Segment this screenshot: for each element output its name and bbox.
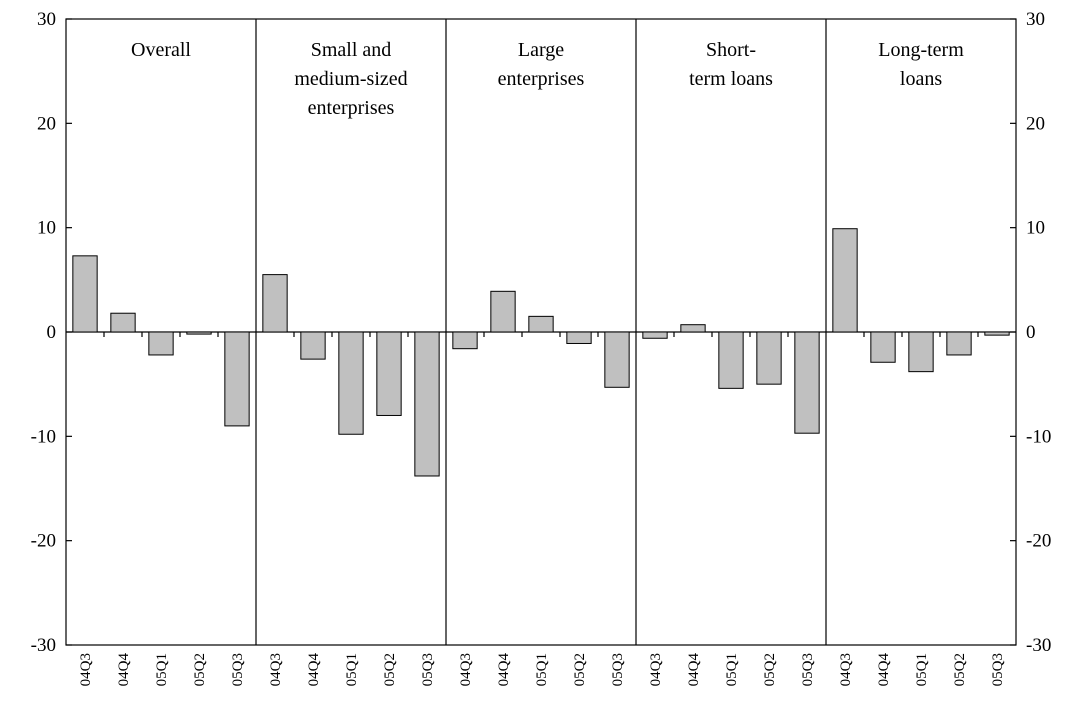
bar	[224, 331, 250, 427]
y-tick-label-left: 30	[37, 9, 56, 30]
x-tick-label: 05Q2	[572, 653, 588, 686]
x-tick-label: 05Q1	[914, 653, 930, 686]
x-tick-label: 05Q1	[534, 653, 550, 686]
x-tick-label: 05Q1	[154, 653, 170, 686]
bar	[490, 290, 516, 333]
bar	[376, 331, 402, 416]
y-tick-label-right: 20	[1026, 113, 1045, 134]
bar	[680, 324, 706, 333]
panel-title: medium-sized	[294, 68, 407, 90]
y-tick-label-right: -10	[1026, 426, 1051, 447]
panel-title: term loans	[689, 68, 773, 90]
bar	[186, 331, 212, 335]
x-tick-label: 05Q2	[382, 653, 398, 686]
bar	[908, 331, 934, 373]
y-tick-label-left: -10	[31, 426, 56, 447]
bar	[414, 331, 440, 477]
bar	[946, 331, 972, 356]
bar	[452, 331, 478, 350]
x-tick-label: 04Q4	[876, 653, 892, 687]
y-tick-label-left: -20	[31, 531, 56, 552]
bar	[110, 312, 136, 333]
panel-title: loans	[900, 68, 942, 90]
x-tick-label: 04Q4	[496, 653, 512, 687]
y-tick-label-left: 10	[37, 218, 56, 239]
bar	[642, 331, 668, 339]
bar	[832, 228, 858, 333]
y-tick-label-left: 0	[47, 322, 57, 343]
y-tick-label-right: 10	[1026, 218, 1045, 239]
y-tick-label-right: 30	[1026, 9, 1045, 30]
chart-labels: 30 30 20 20 10 10 0 0 -10 -10 -20 -20 -30 -30 Overall 0…	[31, 9, 1052, 686]
bar	[262, 274, 288, 333]
bar	[604, 331, 630, 388]
bar	[338, 331, 364, 435]
x-tick-label: 05Q3	[610, 653, 626, 686]
chart-bars	[72, 228, 1010, 477]
panel-title: Long-term	[878, 39, 964, 61]
bar	[148, 331, 174, 356]
x-tick-label: 04Q4	[116, 653, 132, 687]
y-tick-label-left: 20	[37, 113, 56, 134]
bar	[718, 331, 744, 389]
x-tick-label: 05Q3	[420, 653, 436, 686]
bar	[528, 315, 554, 333]
x-tick-label: 05Q3	[230, 653, 246, 686]
x-tick-label: 05Q2	[762, 653, 778, 686]
x-tick-label: 04Q3	[458, 653, 474, 686]
panel-title: Overall	[131, 39, 191, 61]
bar	[870, 331, 896, 363]
bar	[300, 331, 326, 360]
x-tick-label: 04Q3	[648, 653, 664, 686]
bar	[72, 255, 98, 333]
x-tick-label: 05Q3	[990, 653, 1006, 686]
x-tick-label: 04Q4	[306, 653, 322, 687]
y-tick-label-right: -30	[1026, 635, 1051, 656]
y-tick-label-right: -20	[1026, 531, 1051, 552]
x-tick-label: 05Q1	[724, 653, 740, 686]
y-tick-label-left: -30	[31, 635, 56, 656]
panel-dividers	[255, 19, 827, 645]
bar	[566, 331, 592, 344]
y-tick-label-right: 0	[1026, 322, 1036, 343]
x-tick-label: 05Q2	[192, 653, 208, 686]
panel-title: enterprises	[308, 97, 395, 119]
panel-title: Large	[518, 39, 564, 61]
x-tick-label: 04Q4	[686, 653, 702, 687]
panel-title: Short-	[706, 39, 756, 61]
bar	[984, 331, 1010, 336]
panel-title: Small and	[311, 39, 392, 61]
x-tick-label: 05Q1	[344, 653, 360, 686]
bar	[756, 331, 782, 385]
bar	[794, 331, 820, 434]
panel-title: enterprises	[498, 68, 585, 90]
x-tick-label: 05Q3	[800, 653, 816, 686]
x-tick-label: 04Q3	[268, 653, 284, 686]
x-tick-label: 05Q2	[952, 653, 968, 686]
x-tick-label: 04Q3	[78, 653, 94, 686]
x-tick-label: 04Q3	[838, 653, 854, 686]
